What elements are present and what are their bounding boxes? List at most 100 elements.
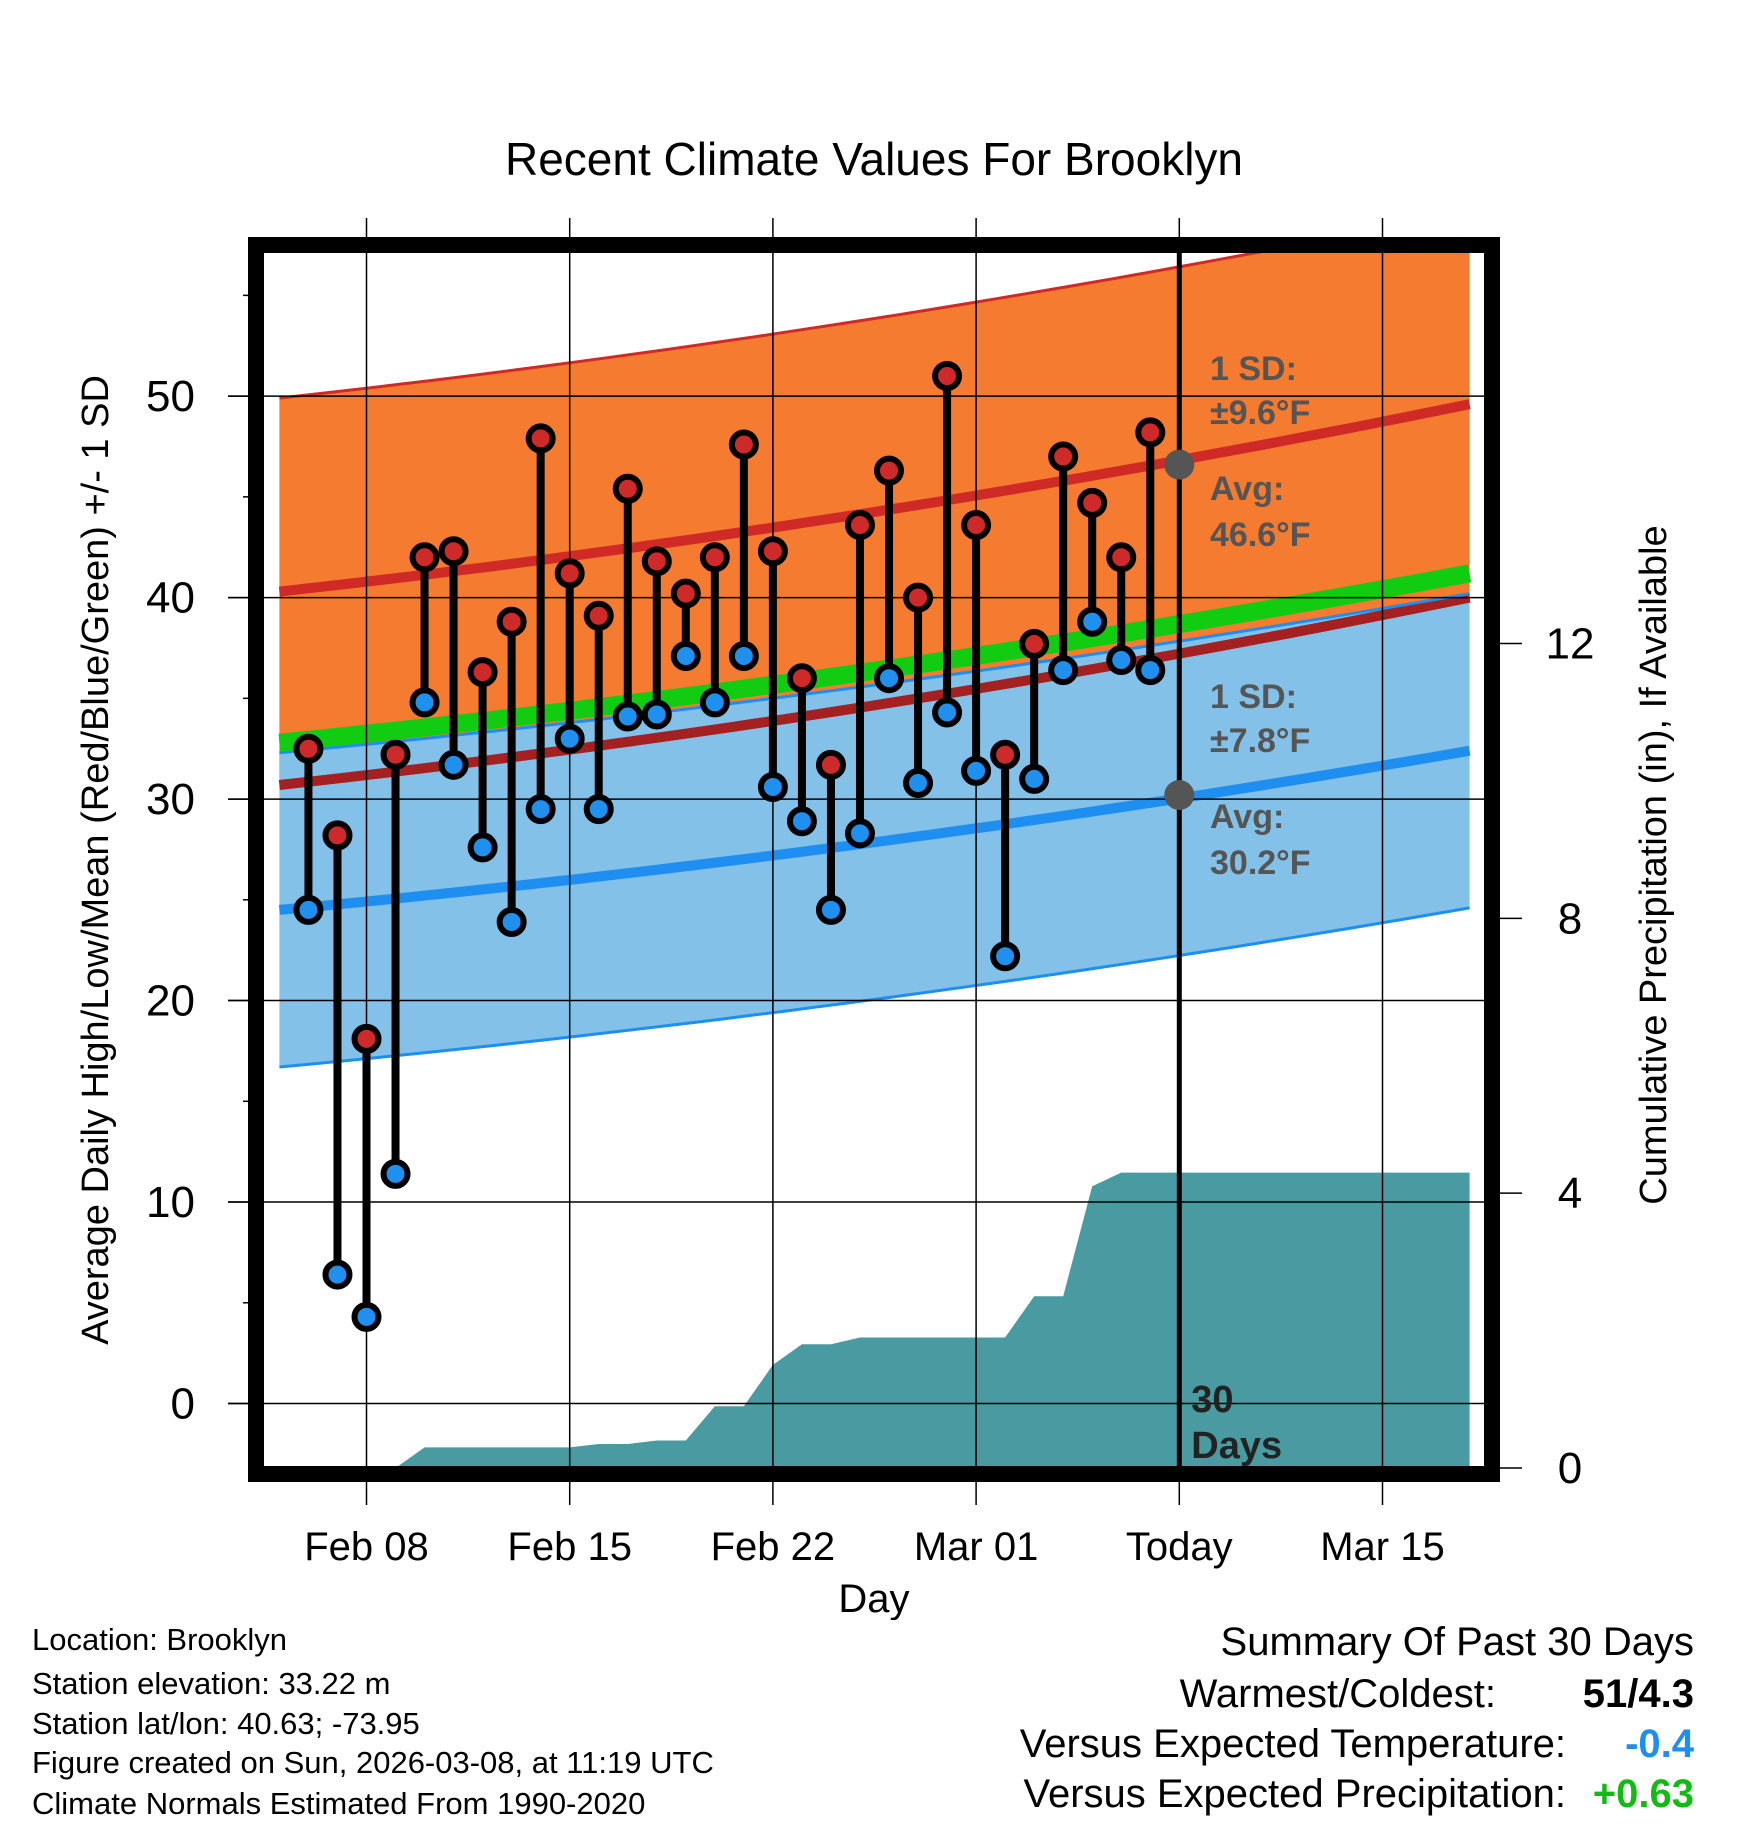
- daily-low-point: [612, 701, 643, 732]
- daily-high-point: [874, 455, 905, 486]
- daily-low-point: [583, 794, 614, 825]
- daily-high-point: [467, 657, 498, 688]
- daily-low-point: [525, 794, 556, 825]
- daily-high-point: [1077, 487, 1108, 518]
- summary-precip-value: +0.63: [1592, 1772, 1694, 1816]
- daily-high-point: [757, 536, 788, 567]
- daily-high-point: [496, 606, 527, 637]
- daily-low-point: [1135, 655, 1166, 686]
- low-lower-sd-line: [279, 906, 1470, 1069]
- daily-low-point: [1077, 606, 1108, 637]
- daily-high-point: [1135, 417, 1166, 448]
- daily-high-point: [322, 820, 353, 851]
- daily-low-point: [641, 699, 672, 730]
- chart-title: Recent Climate Values For Brooklyn: [505, 133, 1243, 185]
- y-right-tick-label: 8: [1558, 894, 1582, 943]
- summary-title: Summary Of Past 30 Days: [1220, 1620, 1694, 1664]
- daily-low-point: [786, 806, 817, 837]
- daily-low-point: [961, 755, 992, 786]
- daily-high-point: [844, 510, 875, 541]
- daily-high-point: [380, 739, 411, 770]
- daily-low-point: [1019, 763, 1050, 794]
- daily-high-point: [961, 510, 992, 541]
- daily-low-point: [293, 894, 324, 925]
- daily-low-point: [1048, 655, 1079, 686]
- daily-low-point: [554, 723, 585, 754]
- daily-high-point: [699, 542, 730, 573]
- normal-low-line: [278, 745, 1471, 915]
- high-lower-sd-line: [278, 592, 1471, 790]
- summary-warm-cold-label: Warmest/Coldest:: [1179, 1672, 1496, 1716]
- daily-low-point: [1106, 645, 1137, 676]
- daily-low-point: [932, 697, 963, 728]
- daily-high-point: [903, 582, 934, 613]
- daily-low-point: [409, 687, 440, 718]
- daily-low-point: [903, 767, 934, 798]
- today-label: 30: [1191, 1379, 1233, 1421]
- low-sd-value: ±7.8°F: [1210, 722, 1310, 760]
- daily-high-point: [525, 423, 556, 454]
- daily-high-point: [990, 739, 1021, 770]
- summary-temp-value: -0.4: [1625, 1722, 1694, 1766]
- y-tick-label: 10: [146, 1178, 195, 1227]
- footer-created: Figure created on Sun, 2026-03-08, at 11…: [32, 1745, 714, 1780]
- daily-low-point: [757, 771, 788, 802]
- daily-high-point: [583, 600, 614, 631]
- normal-mean-line: [278, 564, 1472, 752]
- today-label: Days: [1191, 1425, 1282, 1467]
- x-axis-label: Day: [838, 1577, 909, 1620]
- x-tick-label: Feb 15: [507, 1525, 632, 1569]
- y-tick-label: 50: [146, 372, 195, 421]
- daily-high-point: [815, 749, 846, 780]
- low-avg-label: Avg:: [1210, 798, 1284, 836]
- daily-low-point: [322, 1259, 353, 1290]
- daily-high-point: [1048, 441, 1079, 472]
- daily-low-point: [467, 832, 498, 863]
- daily-high-point: [612, 473, 643, 504]
- summary-temp-label: Versus Expected Temperature:: [1019, 1722, 1566, 1766]
- footer-location: Location: Brooklyn: [32, 1622, 288, 1657]
- daily-low-point: [728, 641, 759, 672]
- x-tick-label: Feb 08: [304, 1525, 429, 1569]
- daily-low-point: [438, 749, 469, 780]
- precip-area: [279, 1172, 1470, 1468]
- high-sd-label: 1 SD:: [1210, 350, 1297, 388]
- summary-warm-cold-value: 51/4.3: [1582, 1672, 1694, 1716]
- climate-chart: Recent Climate Values For Brooklyn 30Day…: [75, 133, 1675, 1620]
- daily-low-point: [351, 1301, 382, 1332]
- footer-latlon: Station lat/lon: 40.63; -73.95: [32, 1706, 420, 1741]
- normal-high-line: [278, 399, 1471, 597]
- daily-low-point: [670, 641, 701, 672]
- y-right-tick-label: 12: [1546, 620, 1595, 669]
- daily-high-point: [554, 558, 585, 589]
- y-tick-label: 20: [146, 977, 195, 1026]
- y-axis-label: Average Daily High/Low/Mean (Red/Blue/Gr…: [75, 375, 117, 1345]
- daily-low-point: [990, 941, 1021, 972]
- y-tick-label: 0: [171, 1380, 195, 1429]
- daily-high-point: [641, 546, 672, 577]
- x-tick-label: Mar 01: [914, 1525, 1039, 1569]
- footer-elevation: Station elevation: 33.22 m: [32, 1666, 391, 1701]
- low-upper-sd-line: [279, 592, 1470, 755]
- daily-high-point: [351, 1023, 382, 1054]
- daily-low-point: [496, 906, 527, 937]
- high-avg-label: Avg:: [1210, 470, 1284, 508]
- x-tick-label: Today: [1126, 1525, 1233, 1569]
- daily-low-point: [699, 687, 730, 718]
- high-sd-value: ±9.6°F: [1210, 394, 1310, 432]
- high-average-marker: [1164, 449, 1195, 480]
- y-right-tick-label: 4: [1558, 1169, 1582, 1218]
- daily-high-point: [409, 542, 440, 573]
- daily-high-point: [293, 733, 324, 764]
- x-tick-label: Feb 22: [711, 1525, 836, 1569]
- daily-low-point: [815, 894, 846, 925]
- daily-low-point: [844, 818, 875, 849]
- plot-frame: [248, 237, 1500, 1482]
- daily-high-point: [786, 663, 817, 694]
- y-right-tick-label: 0: [1558, 1444, 1582, 1493]
- summary-precip-label: Versus Expected Precipitation:: [1023, 1772, 1566, 1816]
- daily-high-point: [728, 429, 759, 460]
- daily-high-point: [1019, 628, 1050, 659]
- y-axis-right-label: Cumulative Precipitation (in), If Availa…: [1633, 525, 1675, 1204]
- y-tick-label: 30: [146, 775, 195, 824]
